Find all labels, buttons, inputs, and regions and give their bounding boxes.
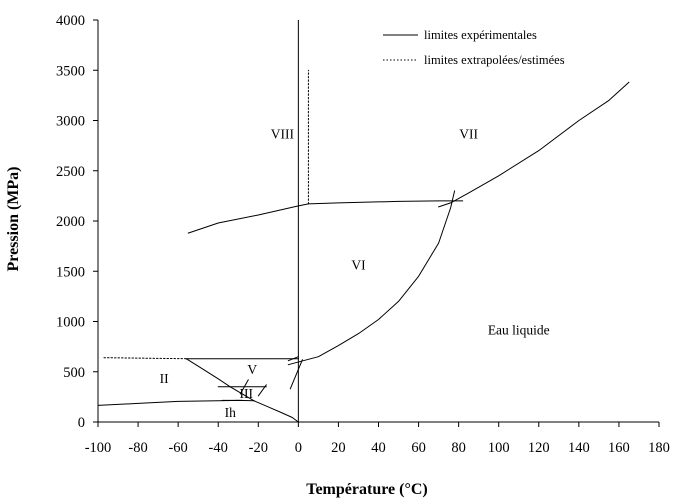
extrapolated-boundary-line <box>103 357 187 360</box>
y-tick-label: 1000 <box>56 315 85 331</box>
experimental-boundary-line <box>239 379 249 395</box>
experimental-boundary-line <box>287 356 299 362</box>
x-tick-label: -80 <box>128 440 147 456</box>
phase-label: VII <box>459 127 478 142</box>
x-tick-label: -40 <box>209 440 228 456</box>
x-axis-ticks: -100 -80 -60 -40 -20 0 20 40 60 80 100 120 140 160 180 <box>85 422 670 456</box>
y-tick-label: 1500 <box>56 264 85 280</box>
x-tick-label: 80 <box>451 440 466 456</box>
x-tick-label: 60 <box>411 440 426 456</box>
phase-label: V <box>247 362 257 377</box>
y-tick-label: 3000 <box>56 114 85 130</box>
x-tick-label: 0 <box>295 440 302 456</box>
legend-solid-label: limites expérimentales <box>424 28 537 42</box>
y-tick-label: 3500 <box>56 63 85 79</box>
phase-label: VI <box>351 257 366 272</box>
x-tick-label: 180 <box>648 440 670 456</box>
y-tick-label: 2500 <box>56 164 85 180</box>
x-tick-label: 20 <box>331 440 346 456</box>
experimental-boundary-line <box>187 200 464 234</box>
phase-boundaries <box>97 69 630 423</box>
x-tick-label: 40 <box>371 440 386 456</box>
y-axis-ticks: 0 500 1000 1500 2000 2500 3000 3500 4000 <box>56 13 98 431</box>
x-tick-label: 160 <box>608 440 630 456</box>
experimental-boundary-line <box>257 384 267 397</box>
phase-label: Eau liquide <box>488 323 550 338</box>
y-tick-label: 2000 <box>56 214 85 230</box>
x-tick-label: 120 <box>528 440 550 456</box>
experimental-boundary-line <box>185 358 255 402</box>
y-tick-label: 0 <box>78 415 85 431</box>
legend-dotted-label: limites extrapolées/estimées <box>424 53 565 67</box>
experimental-boundary-line <box>438 81 630 208</box>
x-tick-label: 140 <box>568 440 590 456</box>
y-tick-label: 4000 <box>56 13 85 29</box>
phase-label: Ih <box>225 405 236 420</box>
x-tick-label: -100 <box>85 440 112 456</box>
x-axis-title: Température (°C) <box>306 481 427 498</box>
x-tick-label: -20 <box>249 440 268 456</box>
legend: limites expérimentales limites extrapolé… <box>383 28 565 67</box>
y-axis-title: Pression (MPa) <box>5 166 22 271</box>
phase-label: II <box>160 371 169 386</box>
x-tick-label: 100 <box>488 440 510 456</box>
plot-frame <box>97 20 659 423</box>
phase-label: III <box>240 386 254 401</box>
y-tick-label: 500 <box>63 365 85 381</box>
experimental-boundary-line <box>253 400 299 423</box>
experimental-boundary-line <box>289 359 303 390</box>
x-tick-label: -60 <box>168 440 187 456</box>
experimental-boundary-line <box>287 190 456 366</box>
phase-label: VIII <box>271 127 295 142</box>
